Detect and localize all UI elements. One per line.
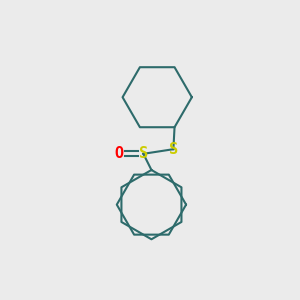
Text: S: S bbox=[169, 142, 178, 157]
Text: O: O bbox=[115, 146, 124, 161]
Text: S: S bbox=[139, 146, 148, 161]
